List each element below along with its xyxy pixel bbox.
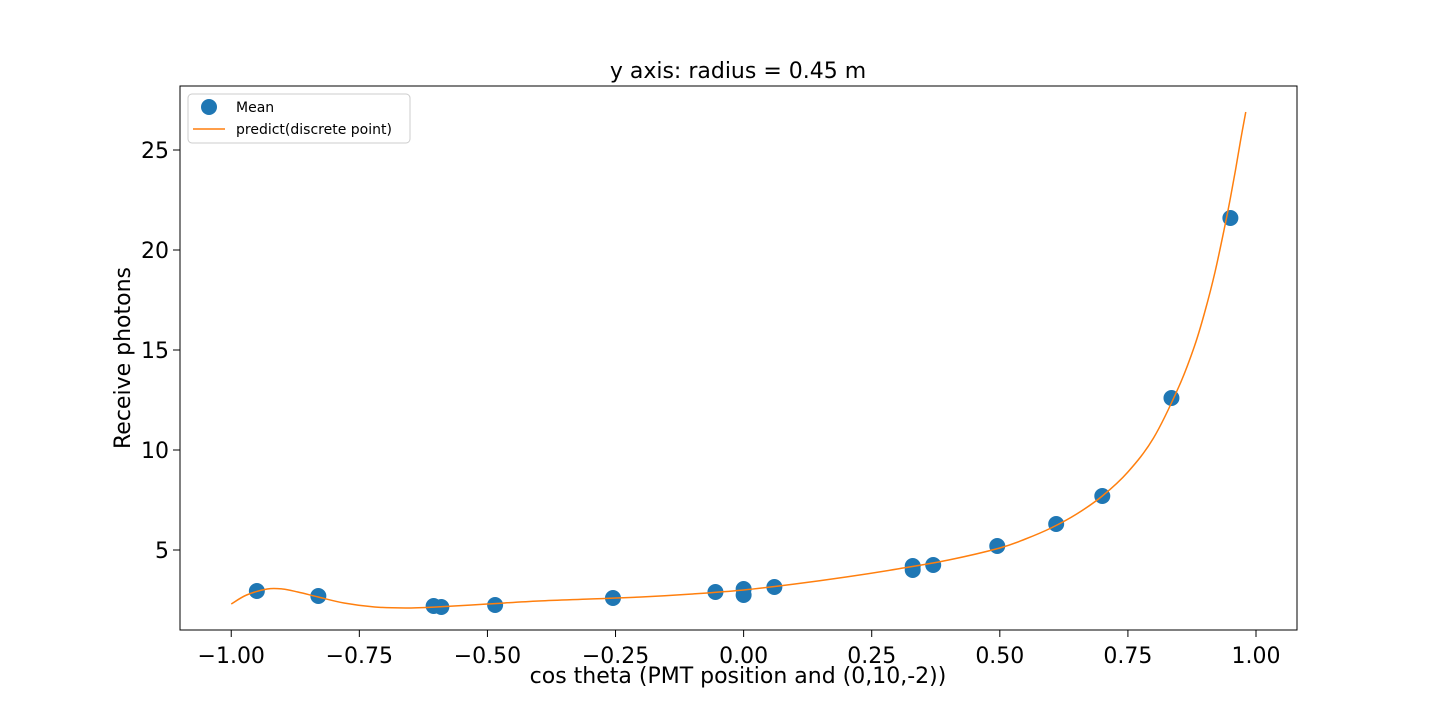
x-axis-label: cos theta (PMT position and (0,10,-2)): [530, 664, 947, 689]
y-tick-label: 20: [141, 239, 169, 264]
mean-point: [310, 588, 327, 604]
x-tick-label: 1.00: [1232, 644, 1281, 669]
mean-point: [989, 538, 1006, 554]
x-tick-label: 0.00: [719, 644, 768, 669]
y-tick-label: 15: [141, 339, 169, 364]
mean-point: [487, 597, 504, 613]
legend-marker-mean: [201, 99, 217, 115]
mean-point: [925, 557, 942, 573]
x-tick-label: −1.00: [198, 644, 265, 669]
x-tick-label: −0.50: [454, 644, 521, 669]
x-tick-label: −0.25: [582, 644, 649, 669]
axes-frame: [179, 85, 1298, 631]
x-axis: −1.00 −0.75 −0.50 −0.25 0.00 0.25 0.50 0.75 1.00: [198, 630, 1281, 669]
x-tick-label: 0.25: [847, 644, 896, 669]
chart-title: y axis: radius = 0.45 m: [610, 59, 866, 84]
legend: Mean predict(discrete point): [187, 93, 411, 144]
predict-line: [230, 111, 1247, 609]
x-tick-label: 0.50: [975, 644, 1024, 669]
plot-area: [230, 111, 1247, 615]
legend-label-mean: Mean: [236, 100, 274, 116]
y-tick-label: 25: [141, 139, 169, 164]
x-tick-label: −0.75: [326, 644, 393, 669]
mean-point: [1048, 516, 1065, 532]
y-axis-label: Receive photons: [111, 267, 136, 449]
y-axis: 5 10 15 20 25: [141, 139, 180, 564]
x-tick-label: 0.75: [1103, 644, 1152, 669]
legend-box: [187, 93, 411, 144]
legend-label-predict: predict(discrete point): [236, 122, 392, 138]
y-tick-label: 10: [141, 439, 169, 464]
y-tick-label: 5: [155, 539, 169, 564]
